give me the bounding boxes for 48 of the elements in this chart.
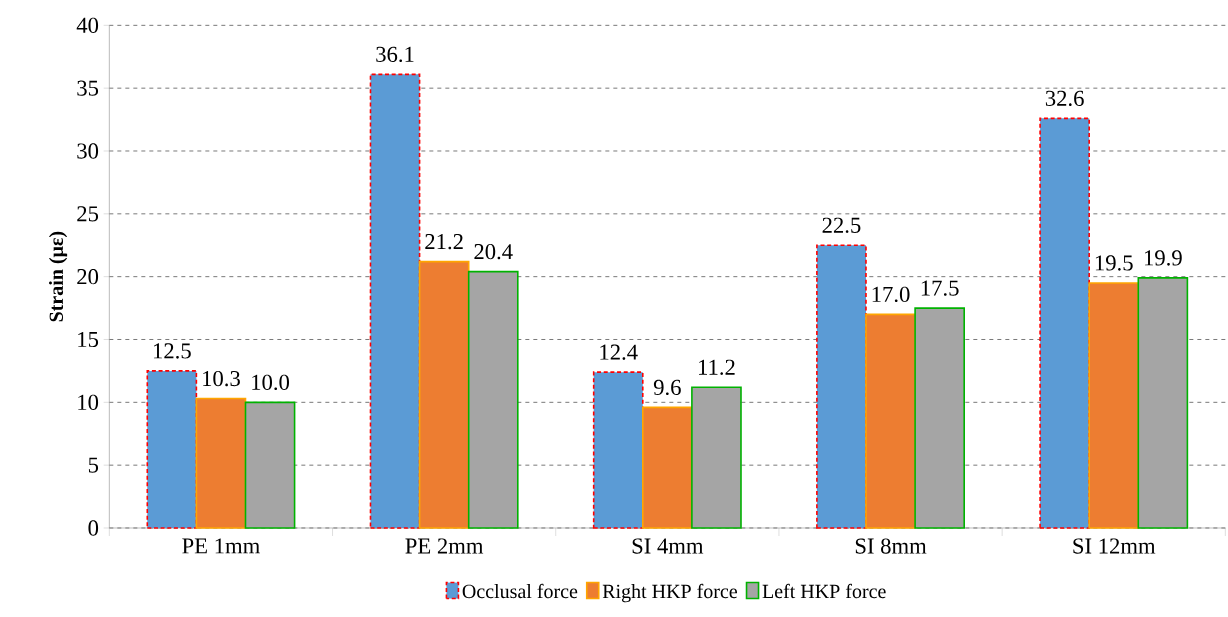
y-tick-label: 15 bbox=[78, 331, 99, 347]
bar bbox=[244, 401, 296, 529]
bar bbox=[418, 260, 470, 529]
data-label: 11.2 bbox=[699, 359, 735, 375]
bar bbox=[467, 270, 519, 529]
data-label: 17.0 bbox=[872, 286, 910, 302]
legend-label: Occlusal force bbox=[462, 583, 578, 598]
data-label: 20.4 bbox=[474, 243, 513, 260]
data-label: 22.5 bbox=[822, 217, 861, 233]
x-tick-label: SI 12mm bbox=[1073, 538, 1156, 554]
data-label: 12.4 bbox=[600, 344, 638, 360]
bar bbox=[691, 386, 742, 529]
y-tick-label: 10 bbox=[78, 394, 99, 410]
data-label: 17.5 bbox=[921, 280, 959, 296]
y-tick-label: 30 bbox=[77, 143, 99, 159]
x-tick-label: PE 2mm bbox=[405, 538, 484, 554]
bar bbox=[369, 73, 421, 529]
y-tick-label: 5 bbox=[88, 457, 99, 473]
bar bbox=[641, 406, 693, 529]
data-label: 19.5 bbox=[1095, 255, 1133, 271]
data-label: 12.5 bbox=[153, 343, 191, 359]
bar bbox=[195, 397, 247, 529]
y-tick-label: 40 bbox=[76, 17, 99, 33]
bar bbox=[1039, 117, 1090, 529]
bar bbox=[1088, 281, 1140, 529]
bar bbox=[1137, 276, 1189, 529]
bar bbox=[146, 369, 198, 529]
data-label: 32.6 bbox=[1045, 90, 1084, 106]
y-tick-label: 0 bbox=[88, 520, 99, 536]
y-axis-title: Strain (με) bbox=[48, 231, 68, 322]
y-tick-label: 35 bbox=[77, 80, 99, 96]
x-tick-label: SI 8mm bbox=[855, 538, 927, 554]
data-label: 9.6 bbox=[653, 379, 681, 395]
x-tick-label: SI 4mm bbox=[632, 538, 704, 554]
data-label: 21.2 bbox=[425, 233, 463, 250]
data-label: 10.0 bbox=[252, 374, 290, 390]
y-tick-label: 25 bbox=[77, 206, 99, 222]
legend-label: Right HKP force bbox=[602, 583, 738, 603]
bar bbox=[914, 307, 965, 529]
legend-label: Left HKP force bbox=[762, 583, 886, 598]
y-tick-label: 20 bbox=[77, 268, 99, 285]
bar bbox=[865, 313, 916, 529]
bar bbox=[816, 244, 867, 529]
data-label: 10.3 bbox=[203, 370, 240, 387]
data-label: 19.9 bbox=[1145, 250, 1182, 266]
data-label: 36.1 bbox=[376, 46, 414, 62]
x-tick-label: PE 1mm bbox=[182, 538, 260, 554]
bar bbox=[592, 371, 644, 529]
